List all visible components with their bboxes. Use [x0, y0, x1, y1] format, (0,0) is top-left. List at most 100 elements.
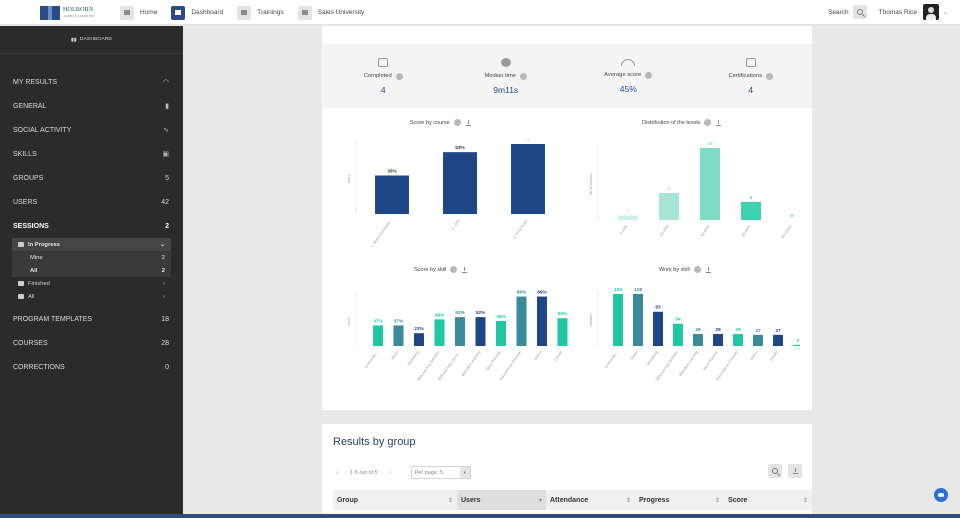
chart-bar[interactable]: [516, 296, 527, 346]
help-icon[interactable]: [450, 266, 458, 273]
y-axis-label: answers: [589, 313, 593, 326]
chart-bar[interactable]: [659, 193, 679, 220]
chart-bar[interactable]: [511, 144, 545, 214]
col-score[interactable]: Score ⇕: [724, 490, 812, 510]
sidebar-item-social-activity[interactable]: SOCIAL ACTIVITY ∿: [0, 118, 183, 142]
next-page-icon[interactable]: ›: [380, 469, 383, 476]
help-icon[interactable]: [395, 72, 403, 80]
sidebar-item-label: SKILLS: [13, 150, 37, 158]
chart-bar[interactable]: [653, 311, 663, 346]
tick-label: Blended Learning: [461, 350, 481, 377]
prev-page-icon[interactable]: ‹: [345, 469, 347, 476]
sidebar-item-my-results[interactable]: MY RESULTS ◠: [0, 70, 183, 94]
chart-bar[interactable]: [373, 325, 383, 346]
certificate-icon: [745, 57, 756, 67]
chevron-down-icon: ⌄: [160, 241, 165, 248]
chevron-down-icon[interactable]: ⌄: [942, 9, 948, 16]
last-page-icon[interactable]: »: [388, 469, 392, 476]
nav-sales-university[interactable]: Sales University: [297, 5, 364, 20]
data-label: 4: [750, 195, 753, 201]
sidebar-header[interactable]: ▮▮ DASHBOARD: [0, 26, 183, 54]
chat-icon[interactable]: [934, 488, 948, 502]
tick-label: Cardio: [769, 350, 779, 361]
download-icon[interactable]: [705, 266, 711, 273]
chart-bar[interactable]: [700, 148, 720, 220]
help-icon[interactable]: [693, 266, 701, 273]
help-icon[interactable]: [520, 72, 528, 80]
company-logo[interactable]: HOLBORN ASSETS LIMITED: [40, 5, 102, 21]
sessions-in-progress[interactable]: In Progress ⌄: [12, 238, 171, 251]
search-button[interactable]: [768, 464, 782, 478]
nav-trainings-label: Trainings: [257, 9, 284, 16]
data-label: 27: [755, 328, 761, 334]
chart-bar[interactable]: [414, 333, 424, 346]
nav-dashboard[interactable]: Dashboard: [171, 5, 223, 20]
sidebar-item-groups[interactable]: GROUPS 5: [0, 166, 183, 190]
chart-bar[interactable]: [713, 334, 723, 346]
chart-bar[interactable]: [753, 334, 763, 346]
col-attendance[interactable]: Attendance ⇕: [546, 490, 635, 510]
sessions-all-list[interactable]: All ›: [12, 290, 171, 303]
chart-bar[interactable]: [613, 294, 623, 346]
col-progress[interactable]: Progress ⇕: [635, 490, 724, 510]
search-button[interactable]: [852, 5, 867, 19]
clock-icon: [500, 57, 511, 67]
chart-bar[interactable]: [557, 318, 568, 346]
chart-bar[interactable]: [618, 215, 638, 221]
chart-bar[interactable]: [793, 344, 800, 346]
download-icon[interactable]: [462, 266, 468, 273]
nav-home[interactable]: Home: [120, 5, 157, 20]
sessions-finished[interactable]: Finished ›: [12, 277, 171, 290]
stat-median-time: Median time 9m11s: [445, 44, 568, 108]
chart-title-text: Distribution of the levels: [642, 119, 701, 126]
sidebar-item-users[interactable]: USERS 42: [0, 190, 183, 214]
sidebar-item-skills[interactable]: SKILLS ▣: [0, 142, 183, 166]
chart-bar[interactable]: [375, 175, 409, 215]
chart-title-text: Score by course: [410, 119, 450, 126]
download-button[interactable]: [788, 464, 802, 478]
sidebar-item-sessions[interactable]: SESSIONS 2: [0, 214, 183, 238]
data-label: 50%: [558, 311, 568, 317]
chart-bar[interactable]: [537, 296, 547, 346]
data-label: 83: [655, 305, 661, 311]
chart-bar[interactable]: [475, 317, 486, 346]
search-label[interactable]: Search: [828, 8, 849, 16]
sessions-all[interactable]: All 2: [12, 264, 171, 277]
user-name[interactable]: Thomas Rice: [878, 8, 917, 16]
chart-bar[interactable]: [741, 202, 761, 220]
sidebar-item-program-templates[interactable]: PROGRAM TEMPLATES 18: [0, 307, 183, 331]
chart-bar[interactable]: [443, 152, 477, 214]
sidebar-item-count: 18: [161, 315, 169, 323]
chart-bar[interactable]: [496, 321, 506, 346]
per-page-select[interactable]: Per page: 5 ▾: [410, 466, 471, 479]
chart-bar[interactable]: [455, 317, 465, 346]
chart-bar[interactable]: [733, 334, 743, 346]
sidebar-item-label: USERS: [13, 198, 38, 206]
col-group[interactable]: Group ⇕: [333, 490, 457, 510]
download-icon[interactable]: [465, 119, 471, 126]
chart-bar[interactable]: [393, 325, 404, 346]
avatar[interactable]: [922, 4, 939, 20]
chart-bar[interactable]: [773, 334, 783, 346]
chart-bar[interactable]: [633, 294, 643, 346]
help-icon[interactable]: [766, 72, 773, 80]
help-icon[interactable]: [453, 119, 461, 126]
chart-bar[interactable]: [673, 323, 683, 346]
sidebar-item-general[interactable]: GENERAL ▮: [0, 94, 183, 118]
col-users[interactable]: Users ▾: [457, 490, 546, 510]
help-icon[interactable]: [645, 71, 653, 79]
dashboard-icon: [171, 5, 186, 20]
stat-value: 4: [380, 84, 386, 95]
help-icon[interactable]: [704, 119, 712, 126]
chart-bar[interactable]: [693, 334, 703, 346]
tick-label: 20-40%: [659, 224, 670, 238]
sidebar-item-corrections[interactable]: CORRECTIONS 0: [0, 355, 183, 379]
download-icon[interactable]: [716, 119, 722, 126]
main-nav: Home Dashboard Trainings Sales Universit…: [120, 5, 372, 20]
sidebar-item-courses[interactable]: COURSES 28: [0, 331, 183, 355]
first-page-icon[interactable]: «: [336, 469, 340, 476]
chart-bar[interactable]: [434, 319, 445, 346]
mine-count: 2: [161, 254, 165, 261]
nav-trainings[interactable]: Trainings: [237, 5, 284, 20]
sessions-mine[interactable]: Mine 2: [12, 251, 171, 264]
